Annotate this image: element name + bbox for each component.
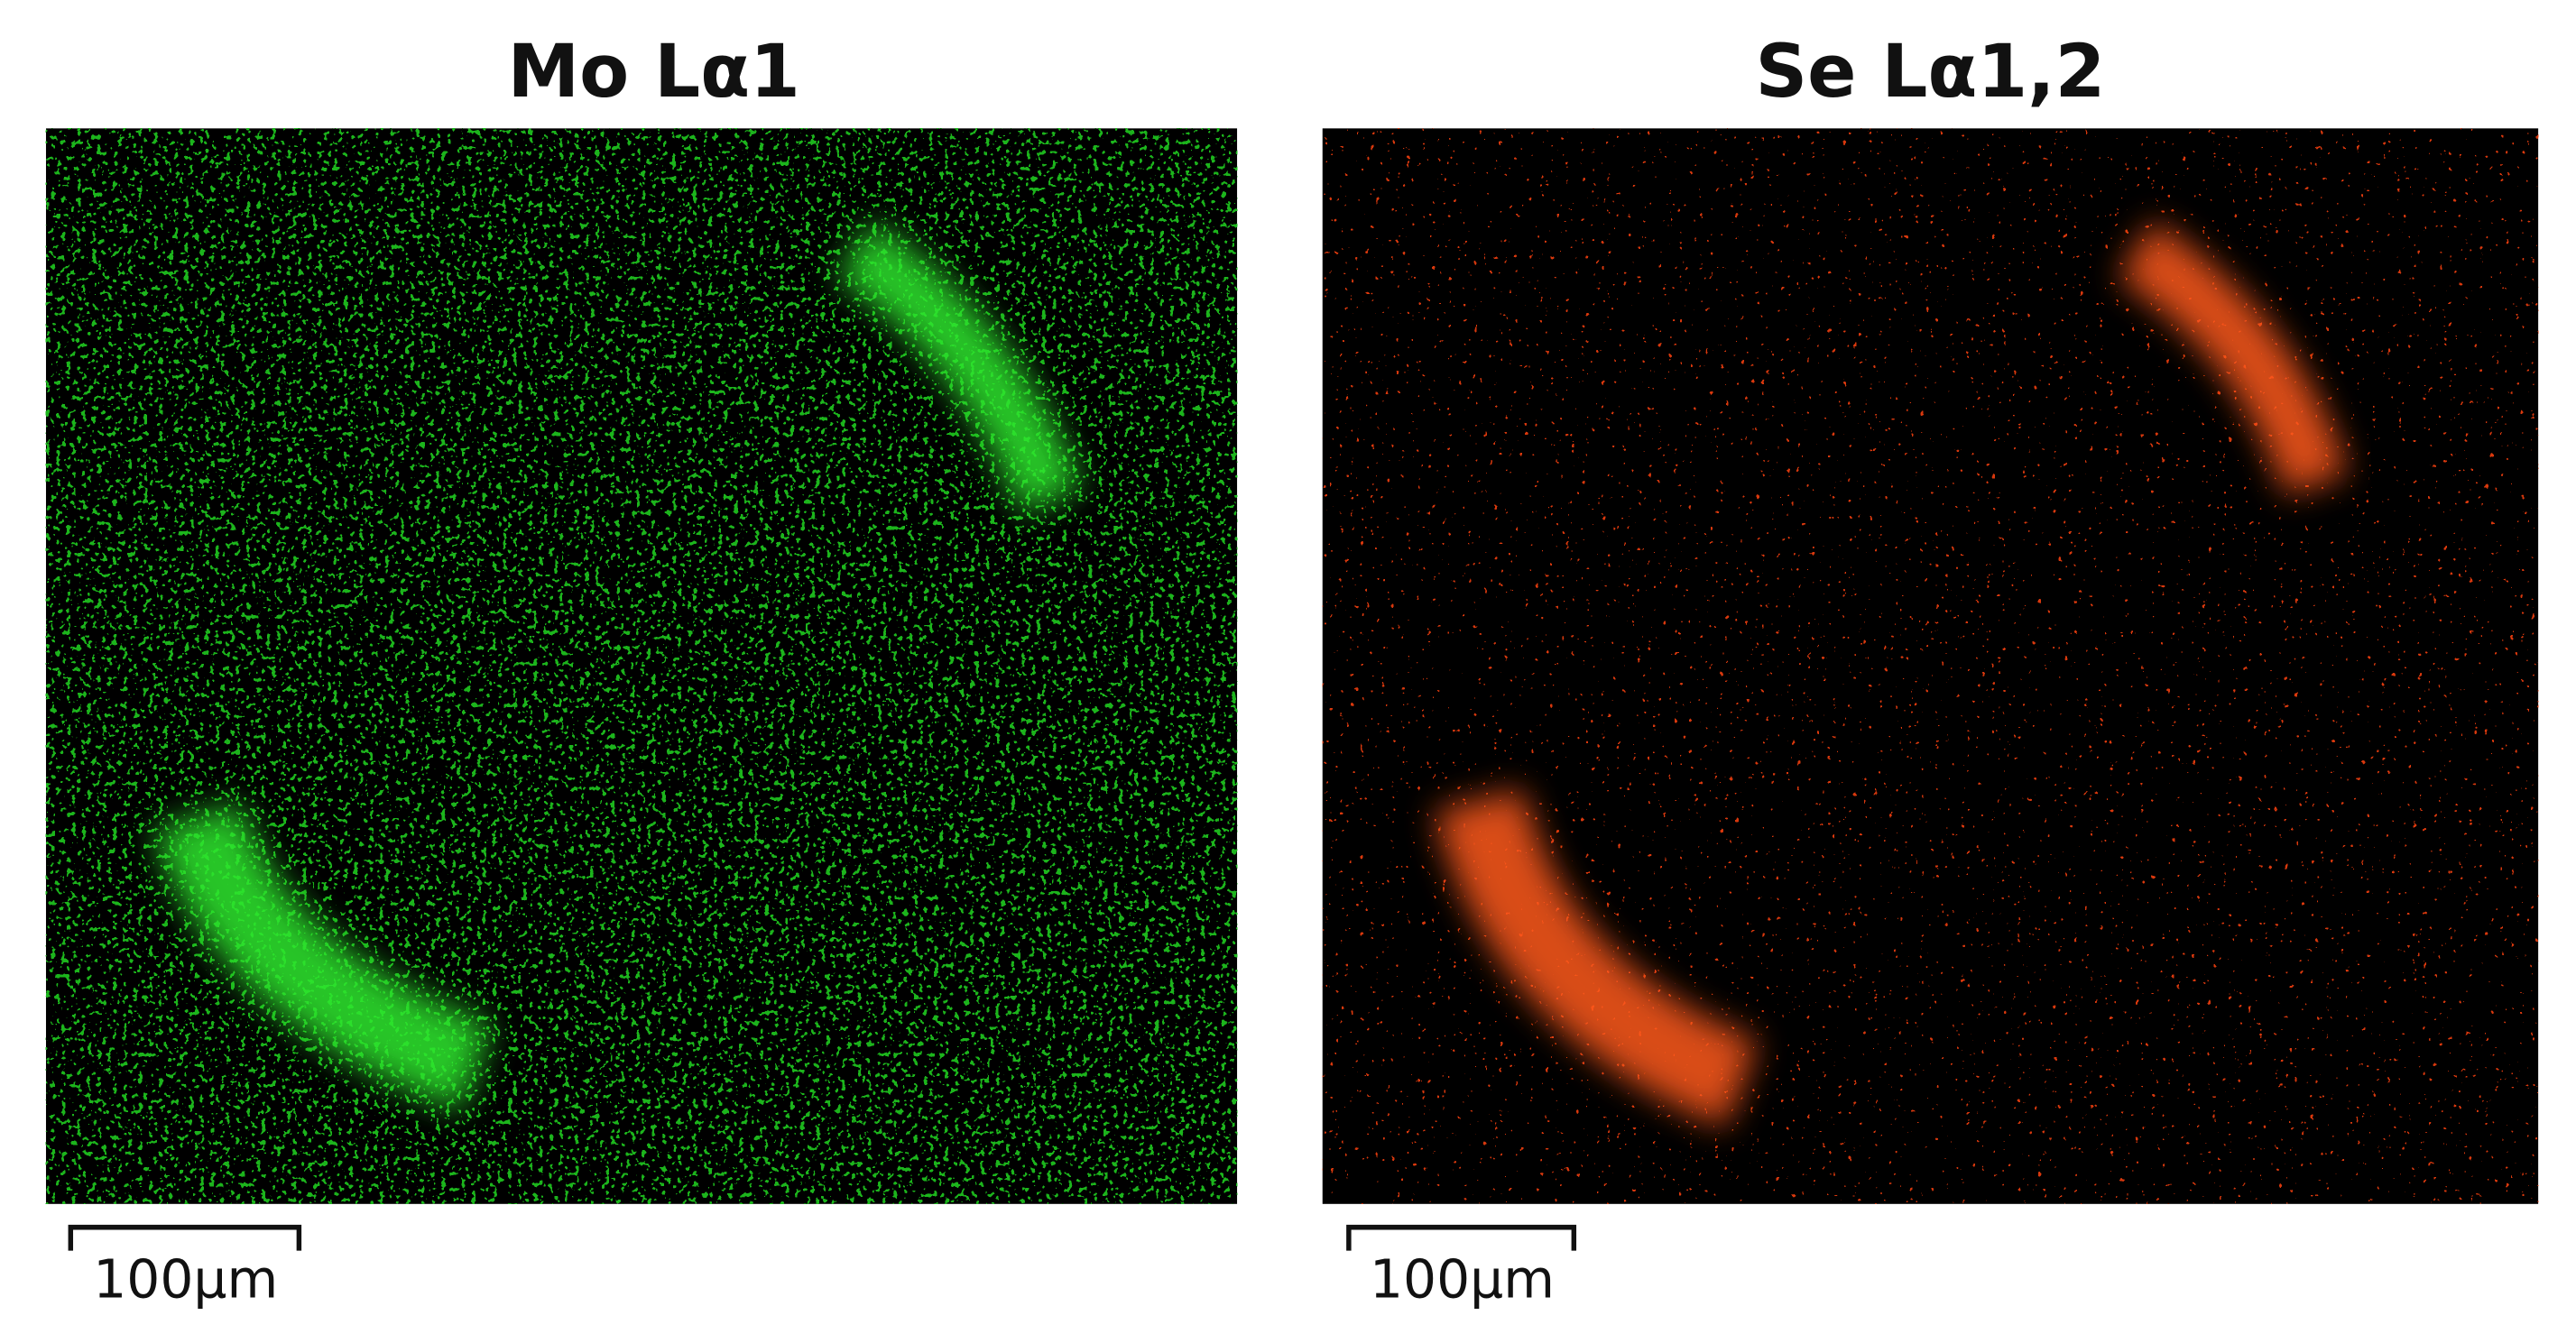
panel-title: Se Lα1,2 <box>1755 30 2105 115</box>
element-map <box>45 128 1238 1204</box>
element-map <box>1322 128 2539 1204</box>
ring-arc <box>2118 221 2348 495</box>
ring-arc <box>836 221 1083 513</box>
ring-arc <box>153 803 492 1111</box>
ring-arc <box>1435 788 1759 1127</box>
scale-label: 100μm <box>1370 1248 1555 1311</box>
scale-bar <box>68 1224 302 1251</box>
scale-bar <box>1346 1224 1577 1251</box>
scale-label: 100μm <box>93 1248 278 1311</box>
panel-title: Mo Lα1 <box>507 30 799 115</box>
